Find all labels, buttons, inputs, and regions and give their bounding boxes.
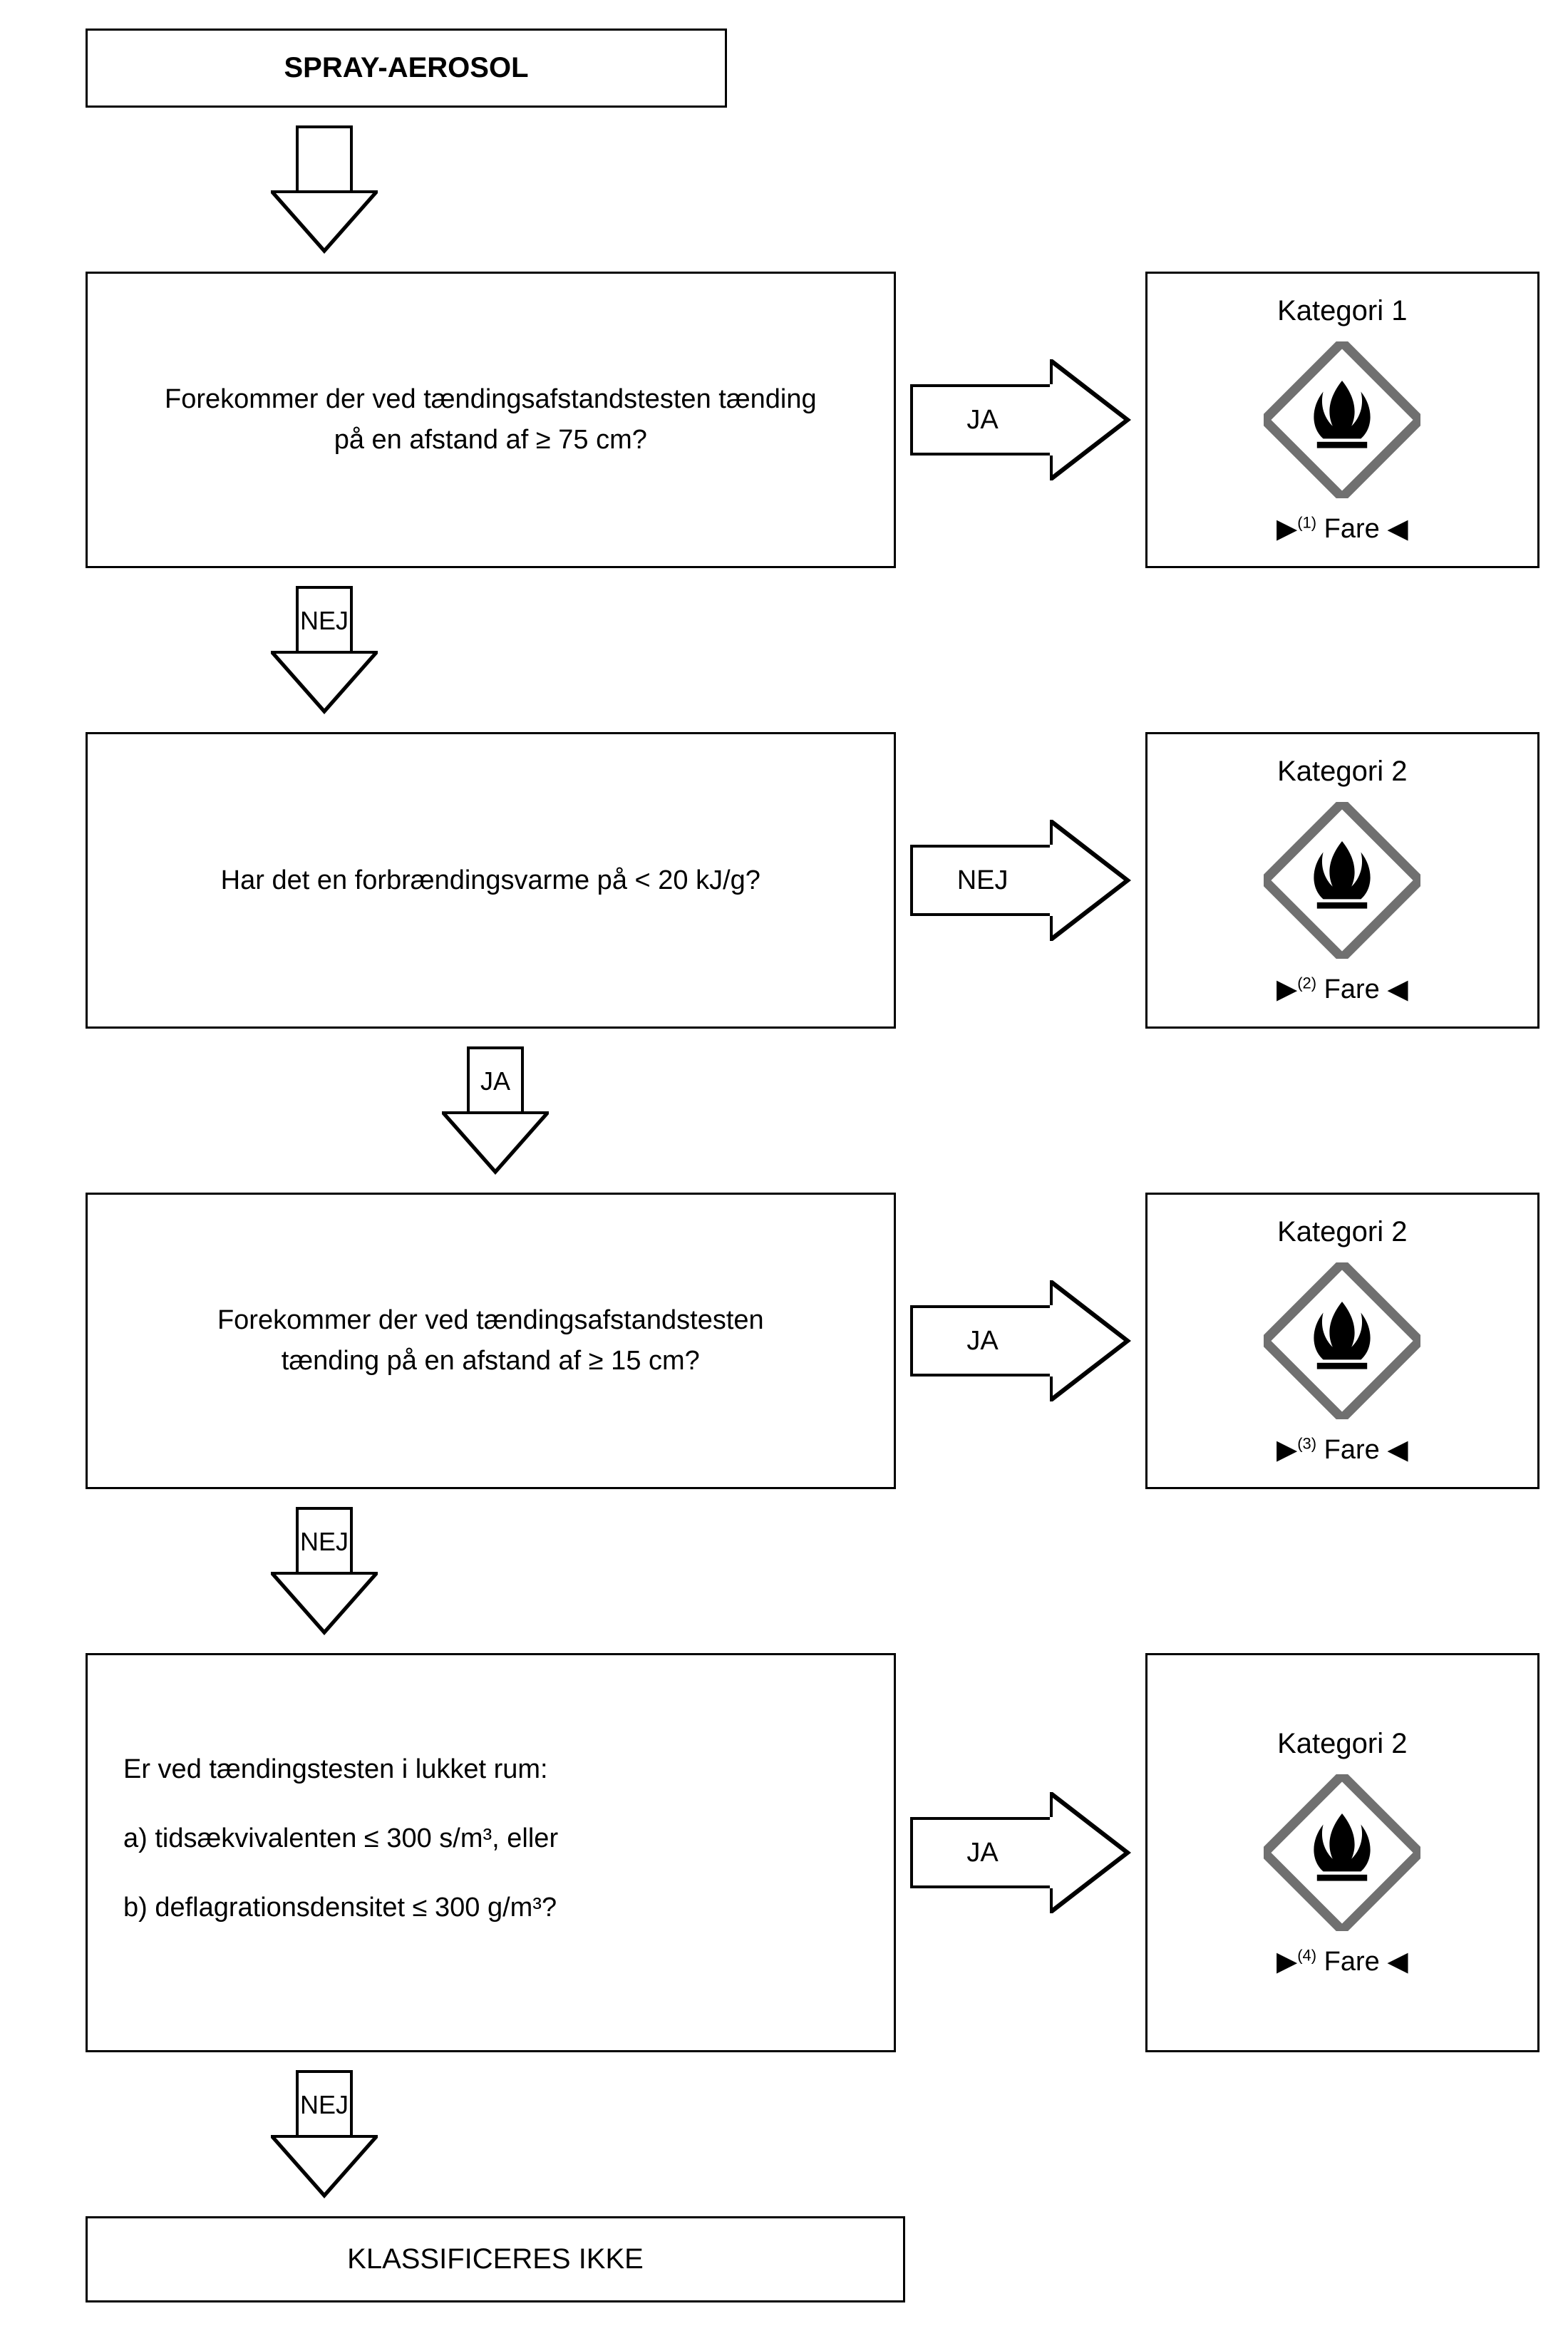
result-1-signal: ▶(1) Fare ◀ — [1276, 513, 1408, 545]
question-1-line-2: på en afstand af ≥ 75 cm? — [123, 420, 858, 460]
step-row-2: Har det en forbrændingsvarme på < 20 kJ/… — [29, 732, 1539, 1029]
arrow-right-2-label: NEJ — [957, 865, 1009, 896]
arrow-down-2: JA — [86, 1029, 905, 1193]
question-4-title: Er ved tændingstesten i lukket rum: — [123, 1749, 858, 1790]
result-box-4: Kategori 2 ▶(4) Fare ◀ — [1145, 1653, 1539, 2052]
title-text: SPRAY-AEROSOL — [284, 52, 528, 83]
flame-pictogram-icon — [1264, 1774, 1420, 1931]
arrow-right-1: JA — [896, 272, 1145, 568]
arrow-right-4-label: JA — [966, 1838, 998, 1868]
arrow-down-2-label: JA — [442, 1066, 549, 1096]
step-row-1: Forekommer der ved tændingsafstandsteste… — [29, 272, 1539, 568]
flowchart: SPRAY-AEROSOL Forekommer der ved tænding… — [29, 29, 1539, 2302]
result-2-signal: ▶(2) Fare ◀ — [1276, 973, 1408, 1005]
question-3-line-1: Forekommer der ved tændingsafstandsteste… — [123, 1300, 858, 1341]
end-label: KLASSIFICERES IKKE — [347, 2243, 644, 2275]
arrow-down-1: NEJ — [86, 568, 905, 732]
arrow-down-4-label: NEJ — [271, 2090, 378, 2120]
arrow-right-1-label: JA — [966, 405, 998, 436]
arrow-down — [86, 108, 905, 272]
arrow-right-4: JA — [896, 1653, 1145, 2052]
step-row-3: Forekommer der ved tændingsafstandsteste… — [29, 1193, 1539, 1489]
arrow-right-3-label: JA — [966, 1326, 998, 1357]
question-box-2: Har det en forbrændingsvarme på < 20 kJ/… — [86, 732, 896, 1029]
flame-pictogram-icon — [1264, 802, 1420, 959]
title-box: SPRAY-AEROSOL — [86, 29, 727, 108]
result-3-signal: ▶(3) Fare ◀ — [1276, 1434, 1408, 1466]
result-box-1: Kategori 1 ▶(1) Fare ◀ — [1145, 272, 1539, 568]
question-2-line-1: Har det en forbrændingsvarme på < 20 kJ/… — [123, 860, 858, 901]
result-4-category: Kategori 2 — [1277, 1728, 1407, 1760]
question-box-3: Forekommer der ved tændingsafstandsteste… — [86, 1193, 896, 1489]
question-4-option-b: b) deflagrationsdensitet ≤ 300 g/m³? — [123, 1888, 858, 1928]
question-box-4: Er ved tændingstesten i lukket rum: a) t… — [86, 1653, 896, 2052]
arrow-right-2: NEJ — [896, 732, 1145, 1029]
question-4-option-a: a) tidsækvivalenten ≤ 300 s/m³, eller — [123, 1818, 858, 1859]
arrow-down-3-label: NEJ — [271, 1527, 378, 1557]
result-box-3: Kategori 2 ▶(3) Fare ◀ — [1145, 1193, 1539, 1489]
arrow-down-1-label: NEJ — [271, 606, 378, 636]
question-box-1: Forekommer der ved tændingsafstandsteste… — [86, 272, 896, 568]
arrow-down-3: NEJ — [86, 1489, 905, 1653]
flame-pictogram-icon — [1264, 1262, 1420, 1419]
result-1-category: Kategori 1 — [1277, 295, 1407, 327]
result-3-category: Kategori 2 — [1277, 1216, 1407, 1248]
step-row-4: Er ved tændingstesten i lukket rum: a) t… — [29, 1653, 1539, 2052]
flame-pictogram-icon — [1264, 341, 1420, 498]
result-4-signal: ▶(4) Fare ◀ — [1276, 1945, 1408, 1977]
question-1-line-1: Forekommer der ved tændingsafstandsteste… — [123, 379, 858, 420]
end-box: KLASSIFICERES IKKE — [86, 2216, 905, 2302]
arrow-down-4: NEJ — [86, 2052, 905, 2216]
result-box-2: Kategori 2 ▶(2) Fare ◀ — [1145, 732, 1539, 1029]
question-3-line-2: tænding på en afstand af ≥ 15 cm? — [123, 1341, 858, 1381]
arrow-right-3: JA — [896, 1193, 1145, 1489]
result-2-category: Kategori 2 — [1277, 756, 1407, 788]
